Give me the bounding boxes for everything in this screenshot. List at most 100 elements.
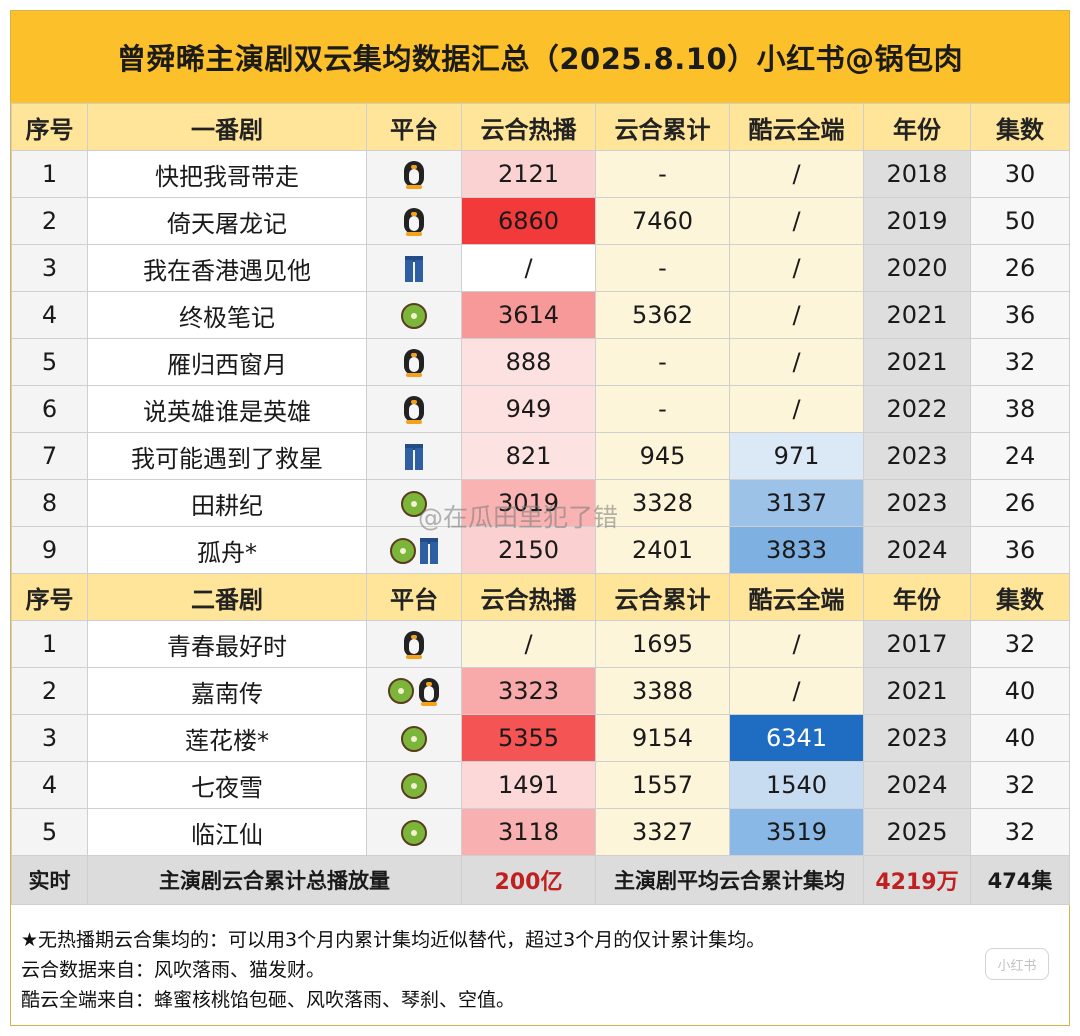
drama-title: 快把我哥带走 xyxy=(87,150,367,198)
kiwi-icon xyxy=(401,491,427,517)
yunhe-total-value: 3388 xyxy=(595,667,730,715)
year-value: 2021 xyxy=(863,667,971,715)
yunhe-total-value: 945 xyxy=(595,432,730,480)
year-value: 2019 xyxy=(863,197,971,245)
yunhe-hot-value: 1491 xyxy=(461,761,596,809)
summary-label: 实时 xyxy=(11,855,88,905)
weibo-watermark: @在瓜田里犯了错 xyxy=(418,503,619,532)
column-header: 酷云全端 xyxy=(729,103,864,151)
kiwi-icon xyxy=(401,773,427,799)
platform-cell xyxy=(366,385,462,433)
episode-count: 26 xyxy=(970,479,1070,527)
row-number: 6 xyxy=(11,385,88,433)
column-header: 年份 xyxy=(863,103,971,151)
platform-cell xyxy=(366,761,462,809)
drama-title: 临江仙 xyxy=(87,808,367,856)
total-plays-label: 主演剧云合累计总播放量 xyxy=(87,855,462,905)
kiwi-icon xyxy=(401,726,427,752)
table-row: 7 我可能遇到了救星 821 945 971 2023 24 xyxy=(11,432,1070,480)
yunhe-hot-value: / xyxy=(461,244,596,292)
table-header-row: 序号 一番剧 平台 云合热播 云合累计 酷云全端 年份 集数 xyxy=(11,103,1070,151)
yunhe-total-value: 1557 xyxy=(595,761,730,809)
drama-title: 我在香港遇见他 xyxy=(87,244,367,292)
yunhe-total-value: 2401 xyxy=(595,526,730,574)
yunhe-total-value: 9154 xyxy=(595,714,730,762)
year-value: 2024 xyxy=(863,526,971,574)
platform-cell xyxy=(366,620,462,668)
yunhe-hot-value: 3118 xyxy=(461,808,596,856)
year-value: 2022 xyxy=(863,385,971,433)
jeans-icon xyxy=(405,444,423,470)
footnotes: ★无热播期云合集均的：可以用3个月内累计集均近似替代，超过3个月的仅计累计集均。… xyxy=(11,905,1069,1015)
footnote-line: 云合数据来自：风吹落雨、猫发财。 xyxy=(21,959,326,981)
table-row: 2 嘉南传 3323 3388/2021 40 xyxy=(11,667,1070,715)
year-value: 2017 xyxy=(863,620,971,668)
row-number: 2 xyxy=(11,197,88,245)
drama-title: 雁归西窗月 xyxy=(87,338,367,386)
yunhe-total-value: 3328 xyxy=(595,479,730,527)
kuyun-value: / xyxy=(729,667,864,715)
column-header: 序号 xyxy=(11,103,88,151)
platform-cell xyxy=(366,197,462,245)
yunhe-hot-value: 3019 xyxy=(461,479,596,527)
column-header: 云合累计 xyxy=(595,103,730,151)
episode-count: 36 xyxy=(970,291,1070,339)
episode-count: 32 xyxy=(970,338,1070,386)
table-row: 5 临江仙 3118 3327 3519 2025 32 xyxy=(11,808,1070,856)
yunhe-total-value: - xyxy=(595,150,730,198)
data-summary-card: 曾舜晞主演剧双云集均数据汇总（2025.8.10）小红书@锅包肉 序号 一番剧 平台… xyxy=(10,10,1070,1026)
yunhe-hot-value: 6860 xyxy=(461,197,596,245)
drama-title: 终极笔记 xyxy=(87,291,367,339)
table-row: 4 七夜雪 1491 1557 1540 2024 32 xyxy=(11,761,1070,809)
year-value: 2023 xyxy=(863,432,971,480)
row-number: 3 xyxy=(11,244,88,292)
kuyun-value: / xyxy=(729,150,864,198)
kuyun-value: 1540 xyxy=(729,761,864,809)
platform-cell xyxy=(366,150,462,198)
yunhe-hot-value: 3323 xyxy=(461,667,596,715)
platform-cell xyxy=(366,526,462,574)
table-row: 6 说英雄谁是英雄 949-/2022 38 xyxy=(11,385,1070,433)
kuyun-value: / xyxy=(729,385,864,433)
average-value: 4219万 xyxy=(863,855,971,905)
episode-count: 32 xyxy=(970,761,1070,809)
platform-cell xyxy=(366,714,462,762)
kuyun-value: / xyxy=(729,291,864,339)
yunhe-hot-value: / xyxy=(461,620,596,668)
episode-count: 26 xyxy=(970,244,1070,292)
yunhe-total-value: - xyxy=(595,385,730,433)
penguin-icon xyxy=(403,394,425,424)
year-value: 2021 xyxy=(863,291,971,339)
kiwi-icon xyxy=(390,538,416,564)
platform-cell xyxy=(366,432,462,480)
drama-title: 倚天屠龙记 xyxy=(87,197,367,245)
row-number: 2 xyxy=(11,667,88,715)
episode-count: 40 xyxy=(970,714,1070,762)
total-plays-value: 200亿 xyxy=(461,855,596,905)
kuyun-value: / xyxy=(729,338,864,386)
row-number: 1 xyxy=(11,620,88,668)
episode-count: 30 xyxy=(970,150,1070,198)
drama-title: 嘉南传 xyxy=(87,667,367,715)
xiaohongshu-corner-mark: 小红书 xyxy=(985,948,1049,980)
yunhe-total-value: 5362 xyxy=(595,291,730,339)
yunhe-total-value: 3327 xyxy=(595,808,730,856)
drama-title: 我可能遇到了救星 xyxy=(87,432,367,480)
drama-table: 序号 一番剧 平台 云合热播 云合累计 酷云全端 年份 集数 1 快把我哥带走 2121-/2018… xyxy=(11,103,1070,905)
yunhe-total-value: 7460 xyxy=(595,197,730,245)
drama-title: 说英雄谁是英雄 xyxy=(87,385,367,433)
yunhe-hot-value: 5355 xyxy=(461,714,596,762)
table-row: 9 孤舟* 2150 2401 3833 2024 36 xyxy=(11,526,1070,574)
table-header-row: 序号 二番剧 平台 云合热播 云合累计 酷云全端 年份 集数 xyxy=(11,573,1070,621)
episode-count: 32 xyxy=(970,808,1070,856)
platform-cell xyxy=(366,667,462,715)
column-header: 序号 xyxy=(11,573,88,621)
table-row: 8 田耕纪 3019 3328 3137 2023 26 xyxy=(11,479,1070,527)
column-header: 云合热播 xyxy=(461,573,596,621)
footnote-line: ★无热播期云合集均的：可以用3个月内累计集均近似替代，超过3个月的仅计累计集均。 xyxy=(21,929,766,951)
table-row: 3 莲花楼* 5355 9154 6341 2023 40 xyxy=(11,714,1070,762)
kiwi-icon xyxy=(401,820,427,846)
table-row: 1 青春最好时/1695/2017 32 xyxy=(11,620,1070,668)
column-header: 云合累计 xyxy=(595,573,730,621)
drama-title: 莲花楼* xyxy=(87,714,367,762)
